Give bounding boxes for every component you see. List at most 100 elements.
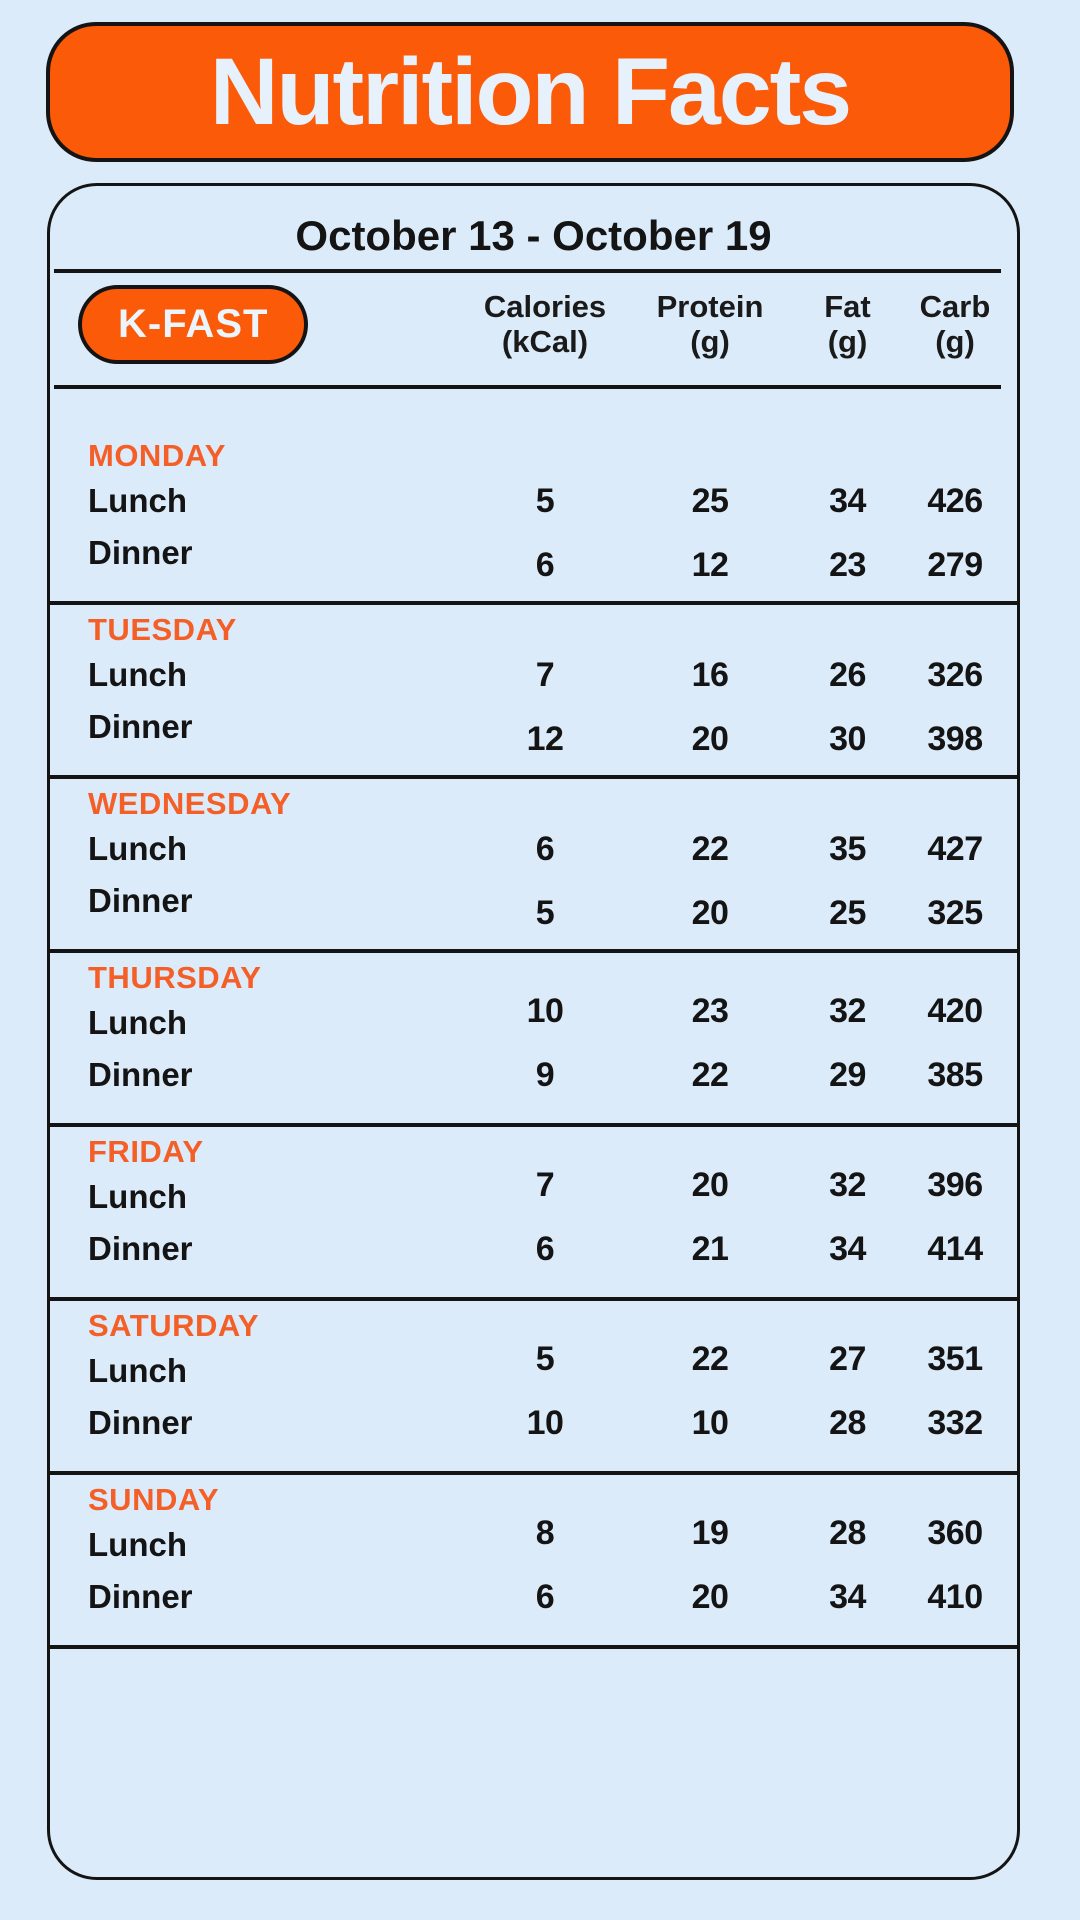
day-section: FRIDAY Lunch 7 20 32 396 Dinner 6 21 34 …: [50, 1127, 1017, 1301]
fat-value: 30: [829, 719, 866, 758]
meal-row: Dinner 6 21 34 414: [88, 1223, 1005, 1275]
meal-label: Lunch: [88, 830, 187, 867]
calories-value: 6: [535, 545, 555, 584]
meal-label: Lunch: [88, 1004, 187, 1041]
meal-label: Dinner: [88, 708, 193, 745]
carb-value: 427: [927, 829, 983, 868]
column-header-protein: Protein (g): [656, 289, 764, 359]
protein-value: 22: [691, 829, 729, 868]
carb-value: 410: [927, 1577, 983, 1616]
column-header-calories: Calories (kCal): [483, 289, 607, 359]
calories-value: 6: [535, 829, 555, 868]
protein-value: 16: [691, 655, 729, 694]
day-name: SATURDAY: [88, 1308, 260, 1343]
protein-value: 23: [691, 991, 729, 1030]
day-name: THURSDAY: [88, 960, 262, 995]
fat-value: 26: [829, 655, 866, 694]
protein-value: 10: [691, 1403, 729, 1442]
meal-label: Lunch: [88, 1526, 187, 1563]
calories-value: 7: [535, 655, 555, 694]
fat-value: 28: [829, 1513, 866, 1552]
meal-label: Lunch: [88, 482, 187, 519]
carb-value: 360: [927, 1513, 983, 1552]
meal-label: Dinner: [88, 1230, 193, 1267]
protein-value: 20: [691, 1165, 729, 1204]
protein-value: 22: [691, 1055, 729, 1094]
calories-value: 8: [535, 1513, 555, 1552]
meal-row: Dinner 5 20 25 325: [88, 875, 1005, 932]
calories-value: 6: [535, 1229, 555, 1268]
meal-label: Dinner: [88, 1404, 193, 1441]
day-name: WEDNESDAY: [88, 786, 292, 821]
meal-label: Dinner: [88, 882, 193, 919]
carb-value: 325: [927, 893, 983, 932]
day-section: MONDAY Lunch 5 25 34 426 Dinner 6 12 23 …: [50, 389, 1017, 605]
carb-value: 398: [927, 719, 983, 758]
calories-value: 12: [526, 719, 564, 758]
meal-row: Lunch 10 23 32 420: [88, 992, 1005, 1049]
day-section: SUNDAY Lunch 8 19 28 360 Dinner 6 20 34 …: [50, 1475, 1017, 1649]
protein-value: 20: [691, 719, 729, 758]
table-header-row: K-FAST Calories (kCal) Protein (g) Fat (…: [50, 273, 1017, 376]
fat-value: 34: [829, 1229, 866, 1268]
weekly-table-card: October 13 - October 19 K-FAST Calories …: [47, 183, 1020, 1880]
calories-value: 5: [535, 1339, 555, 1378]
meal-label: Lunch: [88, 1178, 187, 1215]
day-section: SATURDAY Lunch 5 22 27 351 Dinner 10 10 …: [50, 1301, 1017, 1475]
calories-value: 10: [526, 991, 564, 1030]
fat-value: 34: [829, 481, 866, 520]
meal-row: Dinner 10 10 28 332: [88, 1397, 1005, 1449]
carb-value: 414: [927, 1229, 983, 1268]
fat-value: 25: [829, 893, 866, 932]
page-title: Nutrition Facts: [209, 38, 852, 145]
meal-row: Dinner 9 22 29 385: [88, 1049, 1005, 1101]
calories-value: 6: [535, 1577, 555, 1616]
protein-value: 22: [691, 1339, 729, 1378]
carb-value: 326: [927, 655, 983, 694]
fat-value: 34: [829, 1577, 866, 1616]
meal-label: Lunch: [88, 1352, 187, 1389]
title-banner: Nutrition Facts: [46, 22, 1014, 162]
meal-row: Lunch 7 16 26 326: [88, 649, 1005, 701]
protein-value: 25: [691, 481, 729, 520]
protein-value: 21: [691, 1229, 729, 1268]
day-name: FRIDAY: [88, 1134, 204, 1169]
day-name: MONDAY: [88, 438, 226, 473]
meal-label: Dinner: [88, 1578, 193, 1615]
day-section: TUESDAY Lunch 7 16 26 326 Dinner 12 20 3…: [50, 605, 1017, 779]
fat-value: 23: [829, 545, 866, 584]
carb-value: 332: [927, 1403, 983, 1442]
day-section: WEDNESDAY Lunch 6 22 35 427 Dinner 5 20 …: [50, 779, 1017, 953]
calories-value: 5: [535, 893, 555, 932]
calories-value: 10: [526, 1403, 564, 1442]
meal-label: Lunch: [88, 656, 187, 693]
column-header-carb: Carb (g): [919, 289, 991, 359]
meal-label: Dinner: [88, 534, 193, 571]
protein-value: 19: [691, 1513, 729, 1552]
calories-value: 5: [535, 481, 555, 520]
meal-row: Dinner 6 20 34 410: [88, 1571, 1005, 1623]
carb-value: 420: [927, 991, 983, 1030]
carb-value: 351: [927, 1339, 983, 1378]
day-name: SUNDAY: [88, 1482, 220, 1517]
fat-value: 29: [829, 1055, 866, 1094]
meal-row: Lunch 5 22 27 351: [88, 1340, 1005, 1397]
fat-value: 35: [829, 829, 866, 868]
carb-value: 426: [927, 481, 983, 520]
kfast-badge: K-FAST: [78, 285, 309, 364]
fat-value: 28: [829, 1403, 866, 1442]
divider: [54, 385, 1001, 389]
protein-value: 12: [691, 545, 729, 584]
meal-row: Dinner 12 20 30 398: [88, 701, 1005, 758]
meal-row: Lunch 5 25 34 426: [88, 475, 1005, 527]
days-container: MONDAY Lunch 5 25 34 426 Dinner 6 12 23 …: [50, 389, 1017, 1649]
meal-row: Lunch 7 20 32 396: [88, 1166, 1005, 1223]
meal-row: Lunch 8 19 28 360: [88, 1514, 1005, 1571]
fat-value: 32: [829, 1165, 866, 1204]
meal-row: Lunch 6 22 35 427: [88, 823, 1005, 875]
divider: [54, 269, 1001, 273]
carb-value: 279: [927, 545, 983, 584]
day-section: THURSDAY Lunch 10 23 32 420 Dinner 9 22 …: [50, 953, 1017, 1127]
date-range-heading: October 13 - October 19: [295, 212, 772, 259]
